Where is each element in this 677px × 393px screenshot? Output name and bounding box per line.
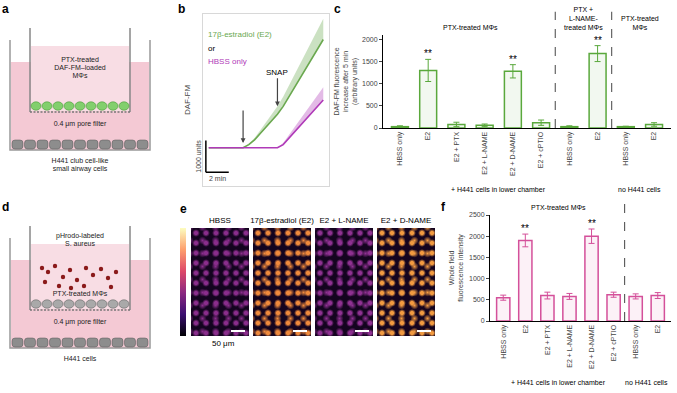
svg-text:HBSS only: HBSS only bbox=[622, 131, 630, 165]
svg-text:DAF-FM: DAF-FM bbox=[183, 85, 192, 116]
svg-text:SNAP: SNAP bbox=[266, 68, 288, 77]
svg-text:HBSS only: HBSS only bbox=[396, 131, 404, 165]
svg-text:E2 + PTX: E2 + PTX bbox=[453, 131, 460, 161]
svg-text:HBSS only: HBSS only bbox=[632, 324, 640, 358]
svg-text:1000: 1000 bbox=[362, 80, 378, 87]
html-text:c: c bbox=[334, 2, 341, 16]
svg-text:H441 cells: H441 cells bbox=[64, 355, 97, 362]
html-text:b: b bbox=[178, 2, 186, 16]
html-text:E2 + L-NAME: E2 + L-NAME bbox=[319, 216, 369, 225]
svg-text:2000: 2000 bbox=[469, 233, 485, 240]
svg-text:PTX-treatedDAF-FM–loadedMΦs: PTX-treatedDAF-FM–loadedMΦs bbox=[54, 56, 105, 79]
html-text:e: e bbox=[180, 202, 187, 216]
svg-text:2 min: 2 min bbox=[209, 175, 226, 182]
svg-text:**: ** bbox=[588, 218, 596, 229]
svg-text:1500: 1500 bbox=[469, 254, 485, 261]
svg-text:0.4 μm pore filter: 0.4 μm pore filter bbox=[54, 120, 107, 128]
svg-text:2500: 2500 bbox=[469, 211, 485, 218]
svg-text:E2 + L-NAME: E2 + L-NAME bbox=[481, 131, 488, 174]
svg-text:pHrodo-labeledS. aureus: pHrodo-labeledS. aureus bbox=[56, 232, 104, 247]
svg-text:**: ** bbox=[594, 35, 602, 46]
svg-text:HBSS only: HBSS only bbox=[500, 324, 508, 358]
svg-text:+ H441 cells in lower chamber: + H441 cells in lower chamber bbox=[451, 186, 546, 193]
html-text:a: a bbox=[2, 2, 9, 16]
svg-text:E2 + D-NAME: E2 + D-NAME bbox=[509, 131, 516, 175]
html-text:E2 + D-NAME: E2 + D-NAME bbox=[380, 216, 432, 225]
svg-text:E2: E2 bbox=[650, 132, 657, 141]
svg-text:H441 club cell-likesmall airwa: H441 club cell-likesmall airway cells bbox=[52, 157, 109, 173]
svg-text:**: ** bbox=[509, 54, 517, 65]
svg-text:DAF-FM fluorescenceincrease af: DAF-FM fluorescenceincrease after 5 min(… bbox=[333, 47, 359, 115]
html-text:17β-estradiol (E2): 17β-estradiol (E2) bbox=[250, 216, 314, 225]
svg-text:E2: E2 bbox=[522, 325, 529, 334]
svg-text:E2 + cPTIO: E2 + cPTIO bbox=[537, 131, 544, 168]
svg-text:2000: 2000 bbox=[362, 36, 378, 43]
svg-text:or: or bbox=[208, 44, 215, 53]
svg-text:no H441 cells: no H441 cells bbox=[625, 379, 668, 386]
svg-text:0.4 μm pore filter: 0.4 μm pore filter bbox=[54, 318, 107, 326]
svg-text:17β-estradiol (E2): 17β-estradiol (E2) bbox=[208, 30, 272, 39]
html-text:HBSS: HBSS bbox=[209, 216, 231, 225]
svg-text:**: ** bbox=[424, 48, 432, 59]
html-text:f: f bbox=[441, 200, 445, 214]
svg-text:0: 0 bbox=[374, 124, 378, 131]
svg-text:500: 500 bbox=[366, 102, 378, 109]
svg-text:1000: 1000 bbox=[469, 275, 485, 282]
html-text:d: d bbox=[2, 200, 10, 214]
html-text:50 μm: 50 μm bbox=[212, 339, 235, 348]
svg-text:PTX-treated MΦs: PTX-treated MΦs bbox=[531, 204, 586, 211]
svg-text:1000 units: 1000 units bbox=[195, 140, 202, 173]
svg-text:PTX-treatedMΦs: PTX-treatedMΦs bbox=[621, 15, 659, 31]
svg-text:E2 + cPTIO: E2 + cPTIO bbox=[610, 324, 617, 361]
svg-text:no H441 cells: no H441 cells bbox=[618, 186, 661, 193]
svg-text:E2 + L-NAME: E2 + L-NAME bbox=[566, 324, 573, 367]
svg-text:PTX-treated MΦs: PTX-treated MΦs bbox=[443, 24, 498, 31]
svg-text:+ H441 cells in lower chamber: + H441 cells in lower chamber bbox=[511, 379, 606, 386]
svg-text:Whole fieldfluorescence intens: Whole fieldfluorescence intensity bbox=[448, 234, 465, 302]
svg-text:E2 + D-NAME: E2 + D-NAME bbox=[588, 324, 595, 368]
svg-text:E2: E2 bbox=[424, 132, 431, 141]
svg-text:E2 + PTX: E2 + PTX bbox=[544, 324, 551, 354]
svg-text:500: 500 bbox=[473, 296, 485, 303]
svg-text:E2: E2 bbox=[654, 325, 661, 334]
svg-text:PTX +L-NAME-treated MΦs: PTX +L-NAME-treated MΦs bbox=[564, 6, 603, 31]
svg-text:HBSS only: HBSS only bbox=[566, 131, 574, 165]
svg-text:0: 0 bbox=[481, 317, 485, 324]
svg-text:1500: 1500 bbox=[362, 58, 378, 65]
svg-text:PTX-treated MΦs: PTX-treated MΦs bbox=[53, 290, 108, 297]
svg-text:**: ** bbox=[521, 223, 529, 234]
svg-text:HBSS only: HBSS only bbox=[208, 57, 247, 66]
svg-text:E2: E2 bbox=[594, 132, 601, 141]
